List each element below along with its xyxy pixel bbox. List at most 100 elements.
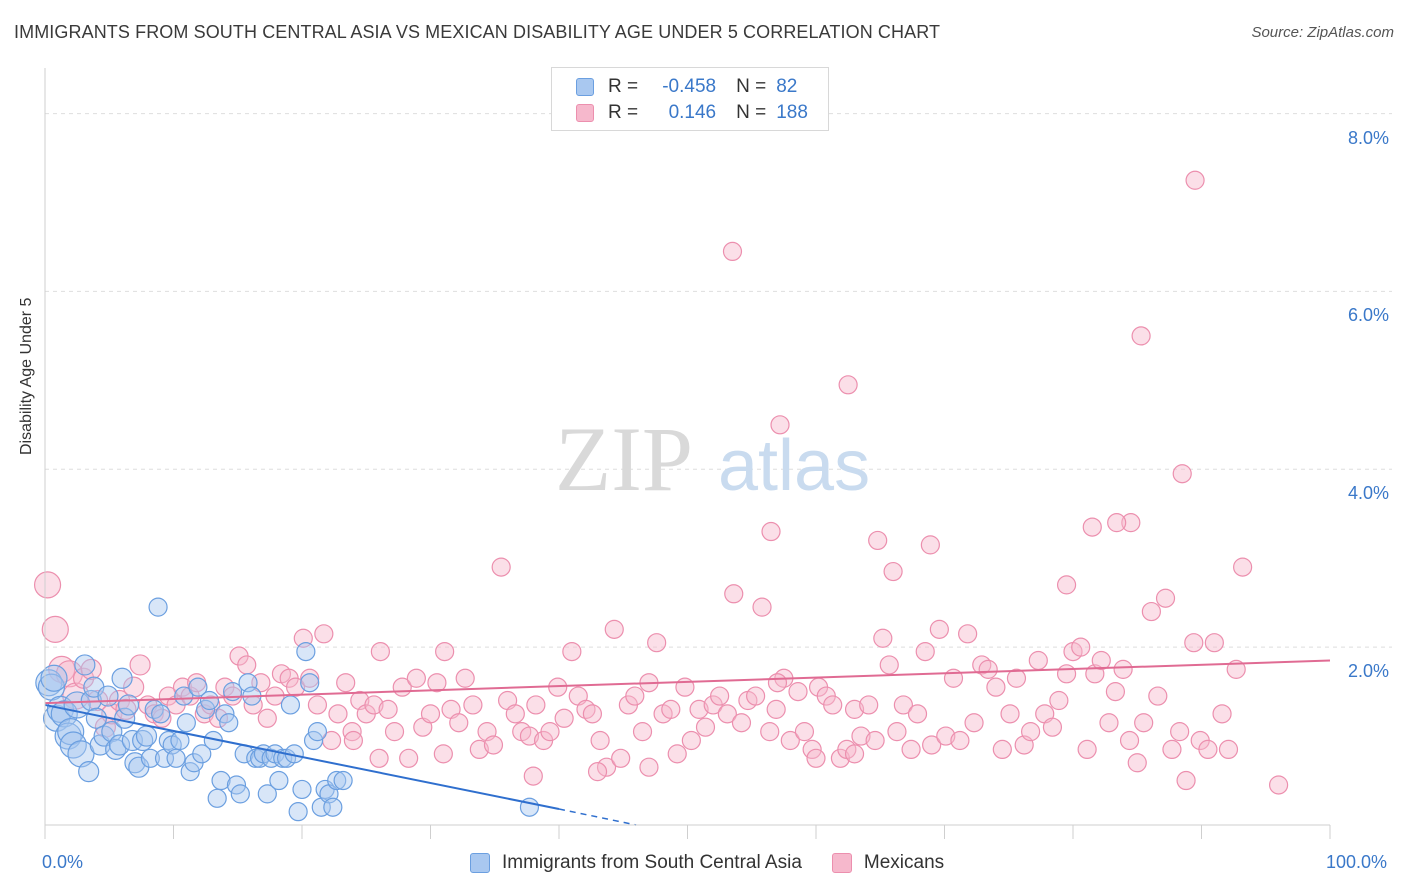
data-point xyxy=(722,241,743,262)
data-point xyxy=(1006,668,1027,688)
data-point xyxy=(323,797,343,817)
data-point xyxy=(992,739,1012,760)
data-point xyxy=(1077,739,1097,760)
legend-item-mexicans[interactable]: Mexicans xyxy=(831,852,944,874)
data-point xyxy=(887,722,907,742)
data-point xyxy=(879,655,899,675)
data-point xyxy=(920,535,940,555)
data-point xyxy=(1198,739,1218,760)
data-point xyxy=(1020,722,1041,742)
data-point xyxy=(207,788,227,808)
data-point xyxy=(1127,753,1147,773)
data-point xyxy=(770,415,790,435)
data-point xyxy=(526,695,546,715)
legend-r-value: -0.458 xyxy=(662,76,717,97)
source-label: Source: ZipAtlas.com xyxy=(1251,24,1394,41)
data-point xyxy=(1091,650,1111,671)
grid-lines xyxy=(45,113,1392,648)
data-point xyxy=(1056,664,1077,684)
data-point xyxy=(369,748,389,768)
data-point xyxy=(435,641,455,662)
chart-title: IMMIGRANTS FROM SOUTH CENTRAL ASIA VS ME… xyxy=(14,22,941,42)
legend-item-south-central-asia[interactable]: Immigrants from South Central Asia xyxy=(470,852,802,874)
data-point xyxy=(148,597,168,617)
data-point xyxy=(689,699,709,719)
data-point xyxy=(333,770,353,791)
data-point xyxy=(1268,775,1289,795)
data-point xyxy=(285,677,306,697)
data-point xyxy=(724,584,744,604)
data-point xyxy=(129,654,151,676)
data-point xyxy=(1212,704,1232,724)
data-point xyxy=(505,704,525,724)
data-point xyxy=(986,677,1006,697)
legend-swatch-blue xyxy=(470,853,490,873)
y-tick-label: 6.0% xyxy=(1348,305,1390,326)
data-point xyxy=(760,722,780,742)
data-point xyxy=(1099,713,1119,733)
data-point xyxy=(915,641,935,662)
data-point xyxy=(865,730,885,751)
data-point xyxy=(746,686,766,706)
data-point xyxy=(1162,739,1182,760)
data-point xyxy=(364,695,384,715)
data-point xyxy=(632,722,653,742)
data-point xyxy=(767,673,788,693)
data-point xyxy=(625,686,645,706)
data-point xyxy=(1185,170,1205,190)
data-point xyxy=(288,802,308,822)
data-point xyxy=(307,695,328,715)
data-point xyxy=(1121,513,1141,533)
data-point xyxy=(67,740,95,768)
data-point xyxy=(978,659,998,679)
data-point xyxy=(1119,730,1140,751)
data-point xyxy=(611,748,631,768)
data-point xyxy=(292,779,312,800)
y-tick-label: 2.0% xyxy=(1348,661,1390,682)
series-legend: Immigrants from South Central Asia Mexic… xyxy=(470,852,974,874)
legend-row-blue: R = -0.458 N = 82 xyxy=(576,76,797,98)
data-point xyxy=(433,744,453,764)
legend-n-label: N = xyxy=(736,102,767,123)
data-point xyxy=(420,704,441,724)
data-point xyxy=(307,722,328,742)
data-point xyxy=(761,521,781,542)
data-point xyxy=(1148,686,1168,706)
data-point xyxy=(851,726,871,746)
data-point xyxy=(406,668,426,688)
legend-n-value: 82 xyxy=(776,76,798,97)
data-point xyxy=(188,677,208,697)
x-tick-label-min: 0.0% xyxy=(42,852,84,872)
data-point xyxy=(1134,713,1154,733)
data-point xyxy=(327,770,347,791)
data-point xyxy=(117,694,140,716)
data-point xyxy=(844,744,865,764)
data-point xyxy=(35,669,63,697)
y-tick-label: 8.0% xyxy=(1348,127,1390,148)
data-point xyxy=(519,726,540,746)
data-point xyxy=(554,708,574,728)
legend-r-label: R = xyxy=(608,76,639,97)
data-point xyxy=(806,748,826,768)
data-point xyxy=(717,704,737,724)
data-point xyxy=(111,667,133,689)
data-point xyxy=(230,784,250,804)
data-point xyxy=(1204,633,1224,653)
data-point xyxy=(1028,650,1048,671)
data-point xyxy=(780,730,800,751)
data-point xyxy=(647,633,667,653)
legend-swatch-pink xyxy=(831,853,852,873)
data-point xyxy=(269,770,289,791)
data-point xyxy=(41,615,69,643)
data-point xyxy=(523,766,543,786)
data-point xyxy=(1218,739,1239,760)
data-point xyxy=(384,722,405,742)
data-point xyxy=(540,722,560,742)
watermark: ZIP atlas xyxy=(555,408,870,510)
data-point xyxy=(1233,557,1253,577)
data-point xyxy=(1105,682,1126,702)
data-point xyxy=(378,699,398,719)
data-point xyxy=(140,748,160,768)
legend-r-label: R = xyxy=(608,102,639,123)
